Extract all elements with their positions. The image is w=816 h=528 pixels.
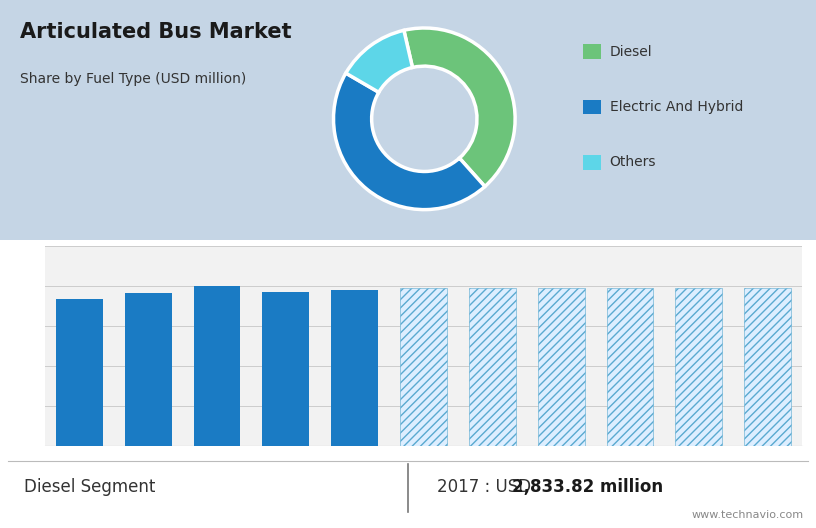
Bar <box>331 290 378 446</box>
Bar <box>538 288 584 446</box>
Text: www.technavio.com: www.technavio.com <box>692 510 804 520</box>
Bar <box>744 288 792 446</box>
Text: Others: Others <box>610 155 656 169</box>
Text: 2017 : USD: 2017 : USD <box>437 478 536 496</box>
Text: Articulated Bus Market: Articulated Bus Market <box>20 22 292 42</box>
Text: Share by Fuel Type (USD million): Share by Fuel Type (USD million) <box>20 72 246 86</box>
Bar <box>400 288 447 446</box>
Bar <box>55 299 103 446</box>
Bar <box>606 288 654 446</box>
Text: 2,833.82 million: 2,833.82 million <box>512 478 663 496</box>
Wedge shape <box>346 30 412 92</box>
Bar <box>125 294 171 446</box>
Bar <box>263 293 309 446</box>
Bar <box>469 288 516 446</box>
Text: Diesel: Diesel <box>610 45 652 59</box>
Wedge shape <box>334 73 485 210</box>
Bar <box>193 286 241 446</box>
Text: Electric And Hybrid: Electric And Hybrid <box>610 100 743 114</box>
Bar <box>676 288 722 446</box>
Text: Diesel Segment: Diesel Segment <box>24 478 156 496</box>
Wedge shape <box>404 28 515 186</box>
